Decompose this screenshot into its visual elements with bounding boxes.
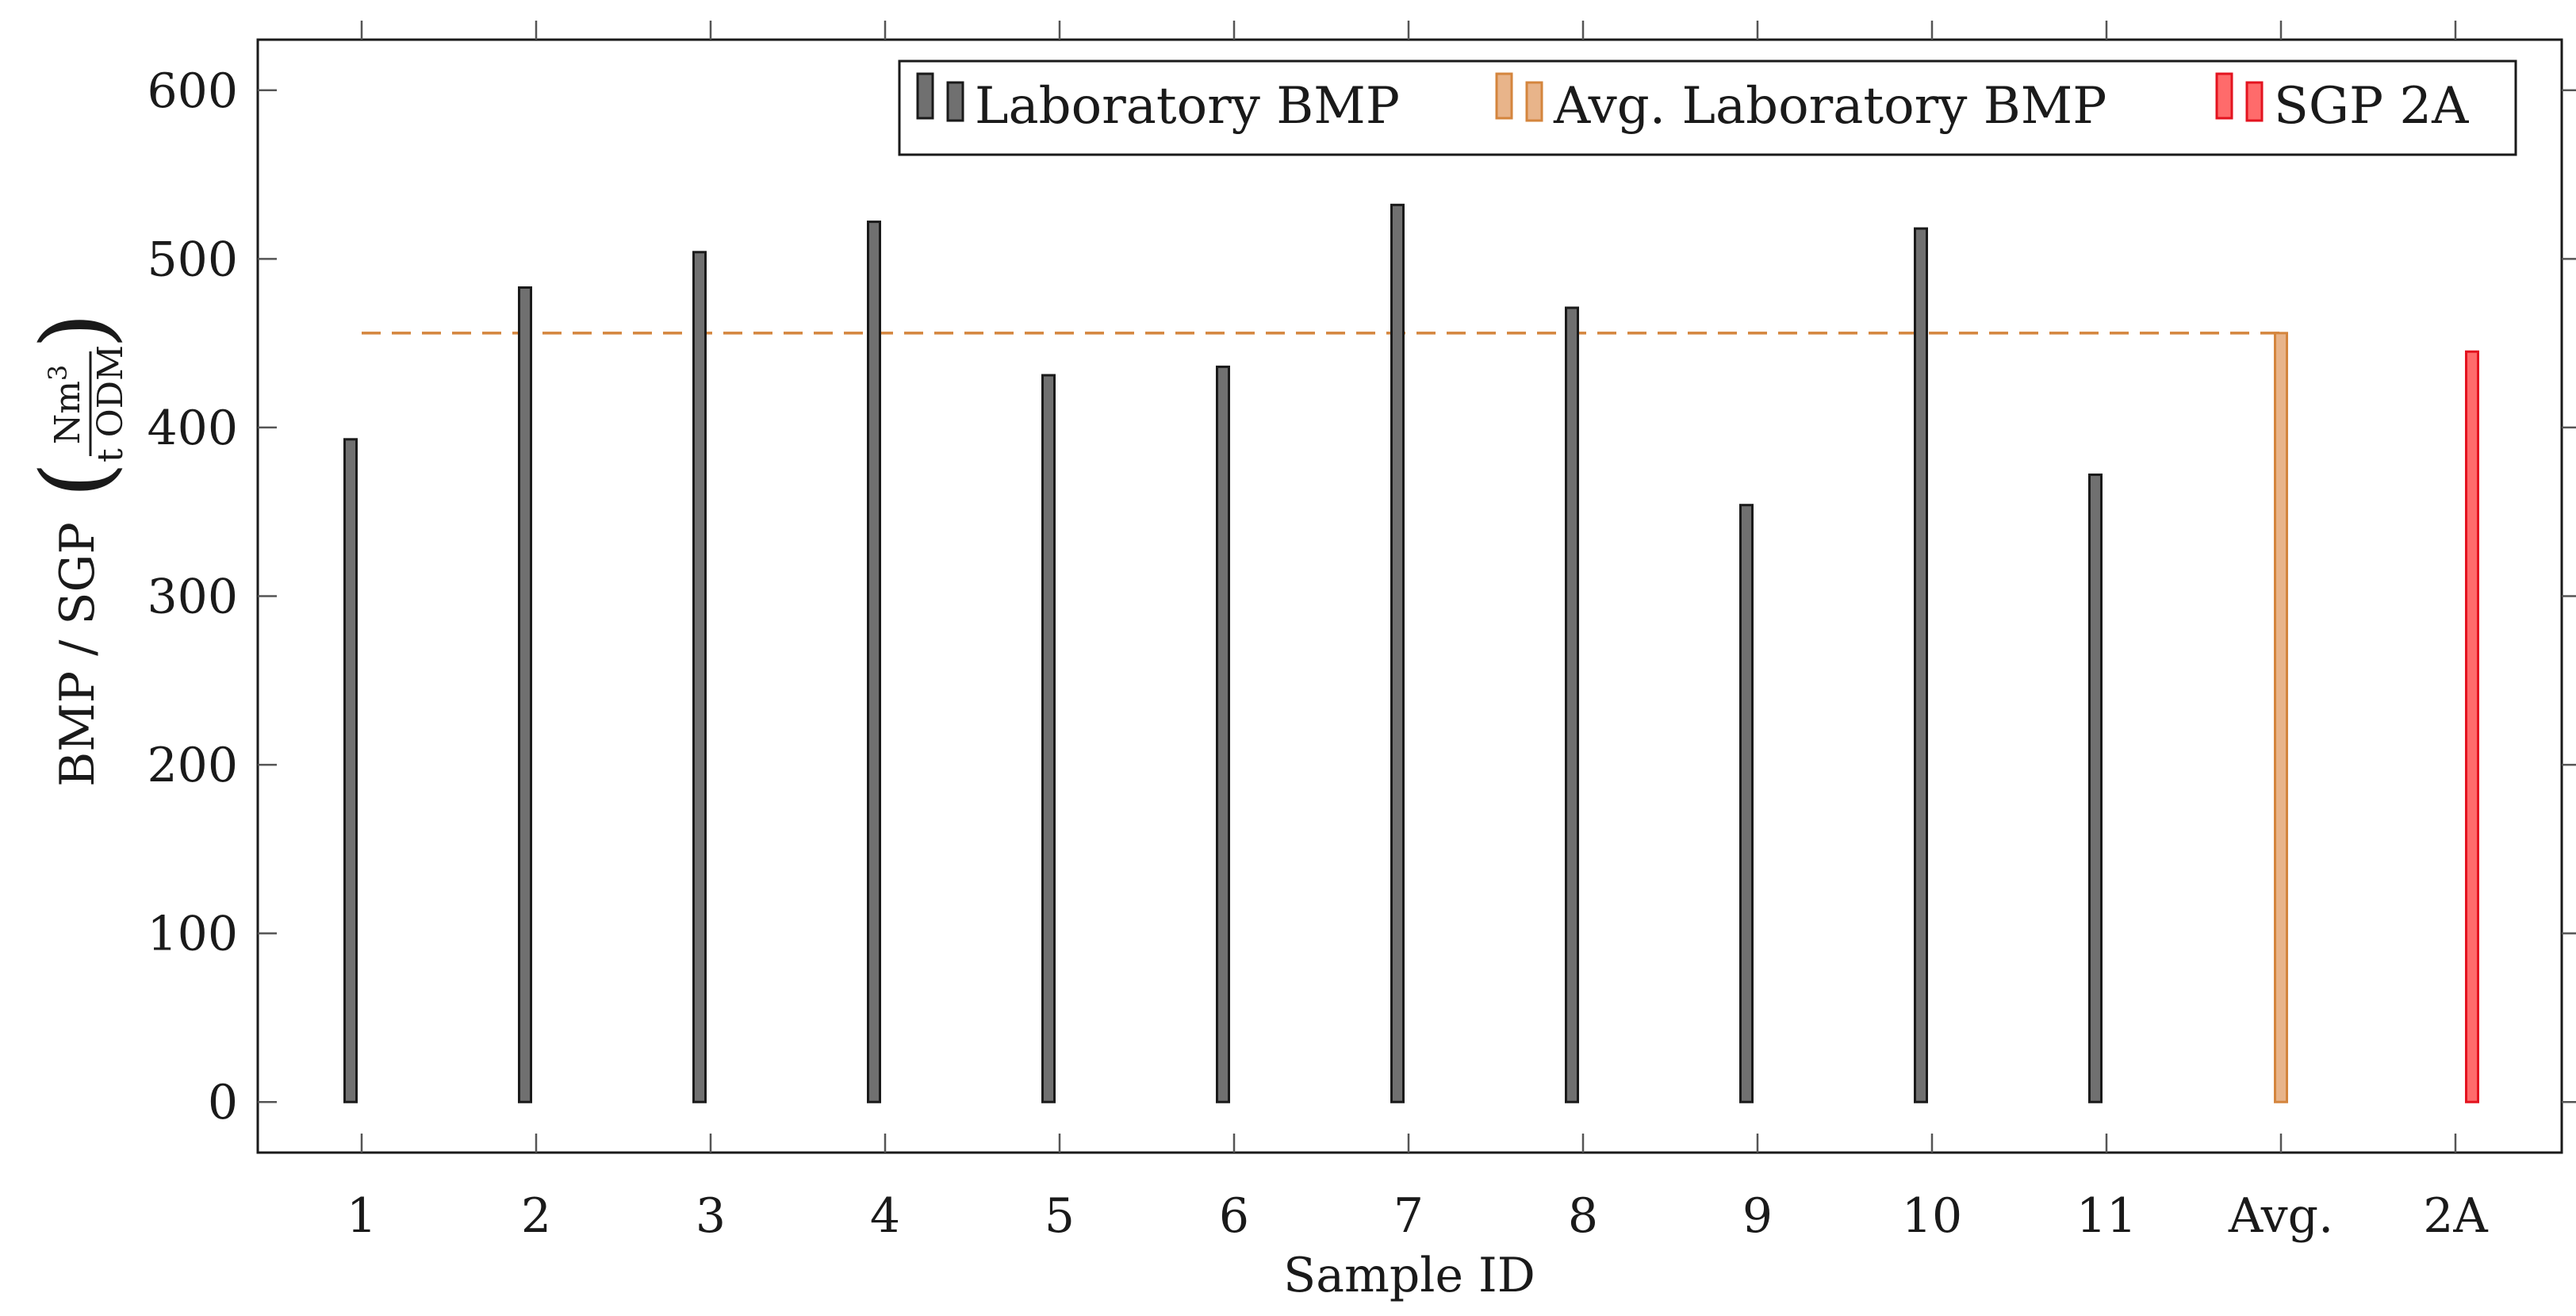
y-axis-unit-numerator: Nm3 [43,365,88,445]
legend-label: Avg. Laboratory BMP [1553,77,2106,136]
legend-swatch [916,72,934,120]
x-tick-label: 11 [2076,1188,2137,1244]
bar [1739,504,1754,1103]
x-tick-label: 10 [1902,1188,1962,1244]
legend-box [898,59,2517,156]
bar [692,251,707,1103]
x-tick-label: 9 [1742,1188,1773,1244]
y-tick-label: 300 [147,570,238,625]
bar [1390,203,1405,1103]
y-tick-label: 0 [208,1075,238,1130]
x-tick-label: 7 [1393,1188,1424,1244]
y-axis-paren-close: ) [21,313,130,349]
x-tick-label: 6 [1219,1188,1249,1244]
y-axis-title: BMP / SGP ( Nm3 t ODM ) [21,313,131,787]
bar [867,221,881,1103]
legend-swatch [2245,81,2264,122]
plot-frame [256,38,2563,1154]
bar [518,286,532,1103]
x-tick-label: Avg. [2228,1188,2333,1244]
y-tick-label: 600 [147,63,238,119]
y-axis-unit-numerator-base: Nm [48,381,88,444]
legend-swatch [946,81,964,122]
y-axis-title-prefix: BMP / SGP [50,522,105,787]
bars [343,203,2479,1103]
x-tick-label: 8 [1568,1188,1598,1244]
y-tick-label: 500 [147,232,238,287]
legend-swatch [1495,72,1513,120]
x-tick-label: 5 [1045,1188,1075,1244]
bar [1041,374,1056,1103]
y-axis-unit-denominator: t ODM [90,345,131,462]
bar [2088,473,2103,1103]
bar [343,438,358,1103]
axis-ticks [258,21,2576,1153]
legend-label: Laboratory BMP [975,77,1400,136]
bar [1914,227,1928,1103]
bar [1565,306,1579,1103]
legend-swatch [1525,81,1543,122]
y-tick-label: 400 [147,401,238,456]
y-tick-label: 200 [147,738,238,793]
y-axis-unit-numerator-sup: 3 [43,365,73,381]
x-tick-label: 2 [521,1188,551,1244]
x-tick-label: 1 [347,1188,377,1244]
y-tick-label: 100 [147,907,238,962]
x-tick-label: 2A [2423,1188,2488,1244]
bar [2274,332,2288,1103]
y-axis-paren-open: ( [21,462,130,498]
legend: Laboratory BMP Avg. Laboratory BMP SGP 2A [898,59,2517,156]
bar [1216,365,1230,1103]
x-tick-label: 3 [696,1188,726,1244]
bar [2465,350,2479,1103]
x-axis-title: Sample ID [1283,1248,1535,1303]
legend-swatch [2215,72,2233,120]
tick-labels: 1 2 3 4 5 6 7 8 9 10 11 Avg. 2A 0 100 200 300 400 500 600 [147,63,2488,1244]
legend-label: SGP 2A [2274,77,2469,136]
x-tick-label: 4 [870,1188,900,1244]
